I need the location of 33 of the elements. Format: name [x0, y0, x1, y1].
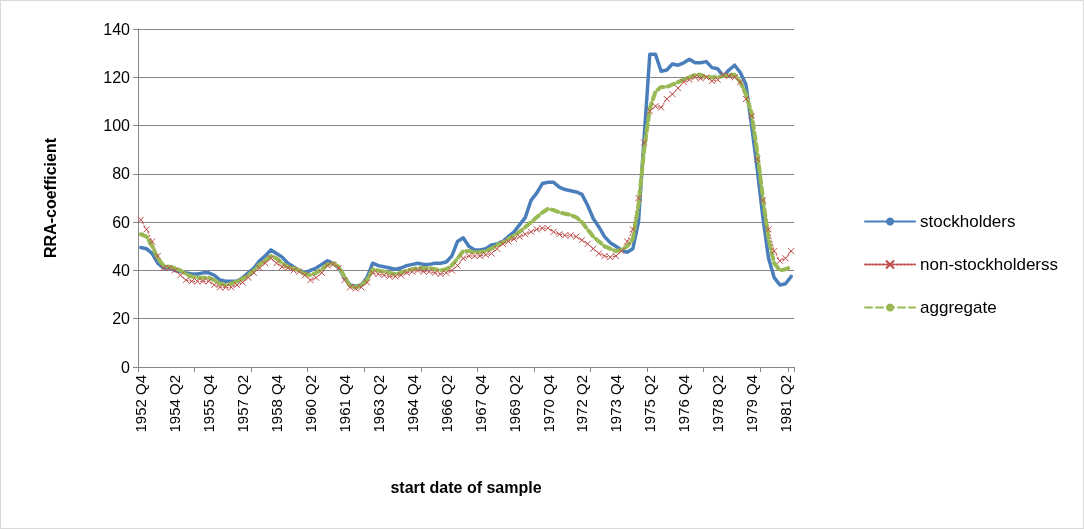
- x-tick-label: 1955 Q4: [200, 375, 218, 433]
- x-tick-label: 1970 Q4: [539, 375, 557, 433]
- y-axis-title: RRA-coefficient: [41, 137, 59, 259]
- x-tick-label: 1966 Q2: [437, 375, 455, 433]
- x-tick-label: 1954 Q2: [166, 375, 184, 433]
- x-axis-title: start date of sample: [390, 478, 542, 496]
- x-tick-label: 1981 Q2: [777, 375, 795, 433]
- y-tick-label: 80: [112, 165, 131, 183]
- x-tick-label: 1963 Q2: [369, 375, 387, 433]
- x-tick-label: 1952 Q4: [132, 375, 150, 433]
- x-tick-label: 1976 Q4: [675, 375, 693, 433]
- y-tick-label: 0: [121, 358, 131, 376]
- x-tick-label: 1978 Q2: [709, 375, 727, 433]
- x-tick-label: 1960 Q2: [301, 375, 319, 433]
- x-tick-label: 1979 Q4: [743, 375, 761, 433]
- y-tick-label: 120: [103, 68, 131, 86]
- y-tick-label: 100: [103, 117, 131, 135]
- y-tick-label: 60: [112, 213, 131, 231]
- x-tick-label: 1975 Q2: [641, 375, 659, 433]
- legend-label: stockholders: [920, 212, 1016, 231]
- x-tick-label: 1958 Q4: [268, 375, 286, 433]
- x-tick-label: 1973 Q4: [607, 375, 625, 433]
- y-tick-label: 40: [112, 261, 131, 279]
- x-tick-label: 1964 Q4: [403, 375, 421, 433]
- x-tick-label: 1957 Q2: [234, 375, 252, 433]
- x-tick-label: 1967 Q4: [471, 375, 489, 433]
- x-tick-label: 1972 Q2: [573, 375, 591, 433]
- x-tick-label: 1961 Q4: [335, 375, 353, 433]
- legend-label: non-stockholderss: [920, 255, 1059, 274]
- x-tick-label: 1969 Q2: [505, 375, 523, 433]
- y-tick-label: 140: [103, 20, 131, 38]
- legend-label: aggregate: [920, 298, 997, 317]
- y-tick-label: 20: [112, 310, 131, 328]
